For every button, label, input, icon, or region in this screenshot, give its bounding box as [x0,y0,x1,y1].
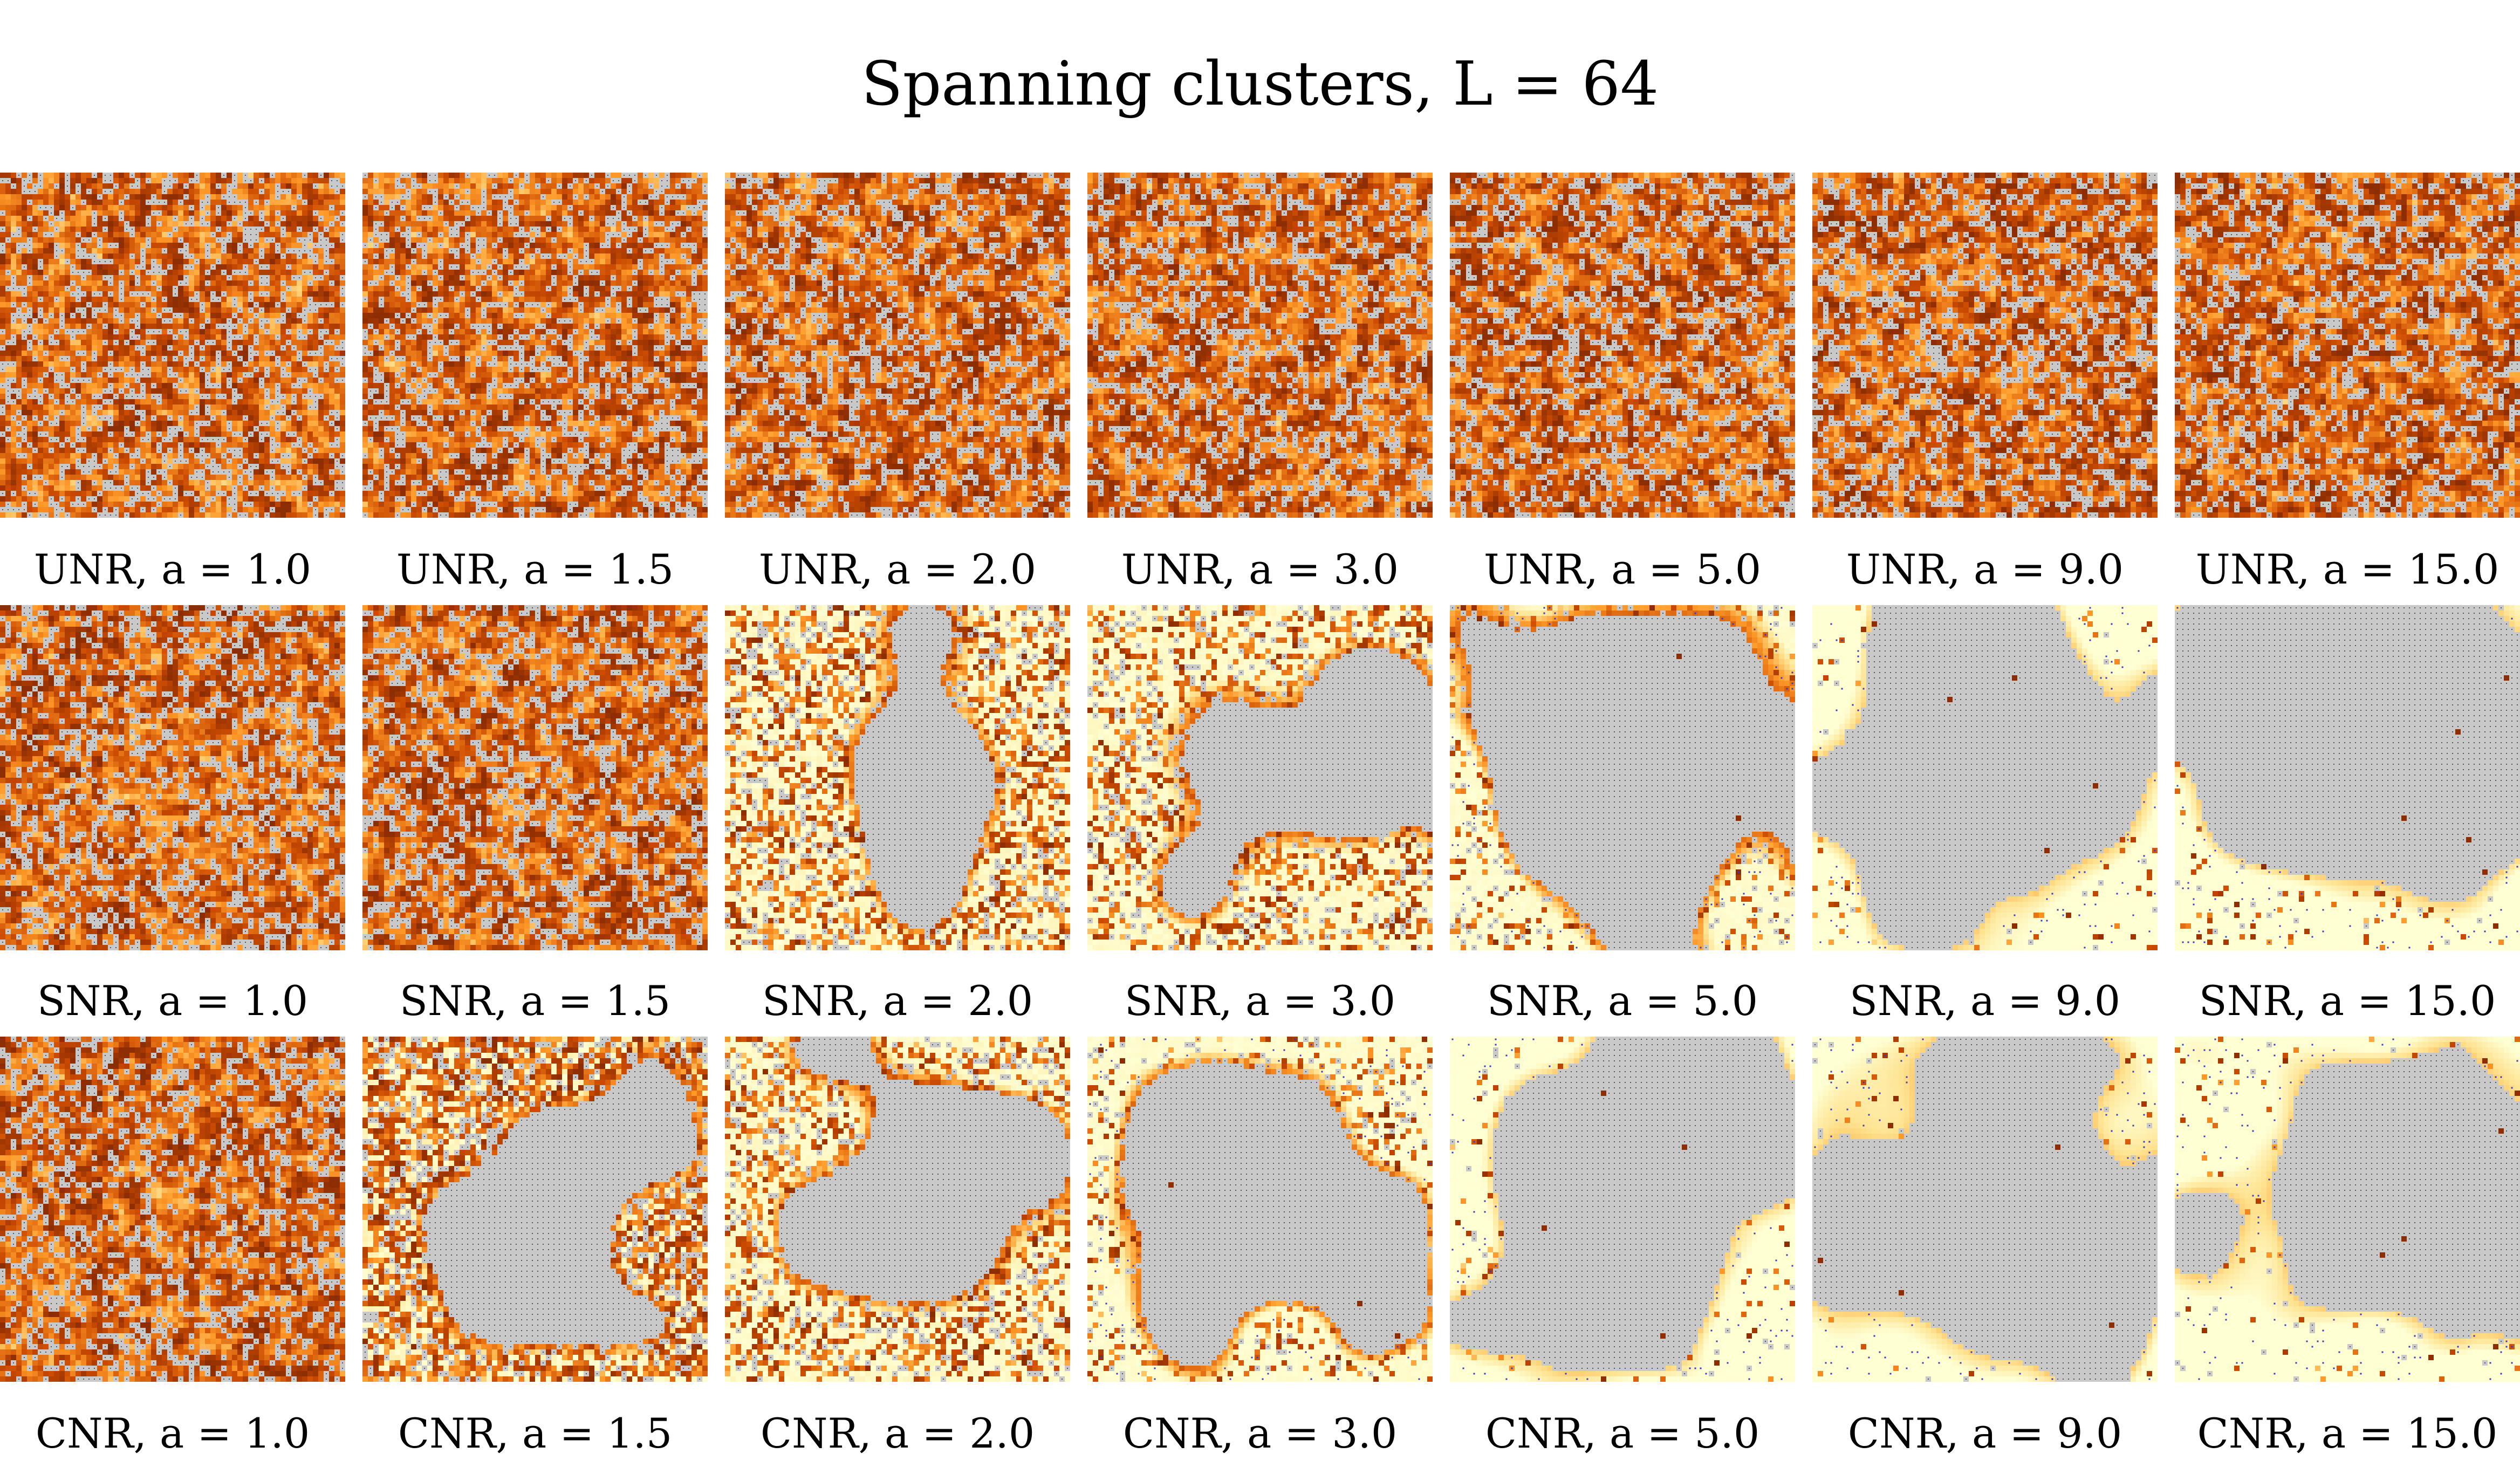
panel-snr-0 [0,605,345,950]
panel-caption: CNR, a = 2.0 [760,1409,1035,1457]
figure-title: Spanning clusters, L = 64 [861,49,1659,119]
panel-snr-4 [1450,605,1795,950]
panel-caption: UNR, a = 1.0 [33,545,312,593]
panel-cnr-1 [362,1037,708,1382]
panel-unr-0 [0,173,345,518]
panel-snr-1 [362,605,708,950]
panel-unr-2 [725,173,1070,518]
panel-caption: SNR, a = 9.0 [1849,977,2121,1025]
panel-caption: SNR, a = 1.5 [399,977,671,1025]
panel-caption: CNR, a = 9.0 [1847,1409,2122,1457]
panel-snr-2 [725,605,1070,950]
panel-cnr-0 [0,1037,345,1382]
panel-caption: CNR, a = 1.5 [398,1409,673,1457]
panel-cnr-3 [1087,1037,1433,1382]
panel-caption: UNR, a = 2.0 [758,545,1037,593]
panel-caption: SNR, a = 15.0 [2199,977,2496,1025]
panel-caption: UNR, a = 15.0 [2195,545,2500,593]
panel-caption: SNR, a = 5.0 [1487,977,1758,1025]
panel-unr-6 [2175,173,2520,518]
panel-unr-4 [1450,173,1795,518]
panel-snr-5 [1812,605,2158,950]
panel-caption: SNR, a = 3.0 [1124,977,1396,1025]
panel-cnr-4 [1450,1037,1795,1382]
panel-cnr-6 [2175,1037,2520,1382]
panel-unr-3 [1087,173,1433,518]
panel-caption: SNR, a = 1.0 [37,977,309,1025]
panel-caption: CNR, a = 5.0 [1485,1409,1760,1457]
panel-caption: SNR, a = 2.0 [762,977,1033,1025]
panel-unr-5 [1812,173,2158,518]
panel-caption: UNR, a = 3.0 [1121,545,1399,593]
panel-caption: CNR, a = 15.0 [2197,1409,2498,1457]
panel-snr-3 [1087,605,1433,950]
panel-caption: UNR, a = 5.0 [1483,545,1762,593]
panel-caption: CNR, a = 1.0 [35,1409,310,1457]
panel-snr-6 [2175,605,2520,950]
panel-caption: CNR, a = 3.0 [1122,1409,1398,1457]
panel-cnr-2 [725,1037,1070,1382]
panel-cnr-5 [1812,1037,2158,1382]
panel-caption: UNR, a = 9.0 [1846,545,2124,593]
panel-caption: UNR, a = 1.5 [396,545,674,593]
panel-unr-1 [362,173,708,518]
